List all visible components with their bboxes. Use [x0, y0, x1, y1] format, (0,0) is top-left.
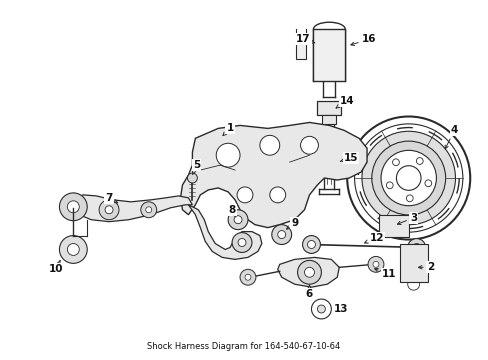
Circle shape: [228, 210, 247, 230]
Circle shape: [346, 117, 469, 239]
Bar: [399, 244, 427, 282]
Circle shape: [424, 180, 431, 186]
Circle shape: [380, 150, 435, 206]
Circle shape: [105, 206, 113, 214]
Circle shape: [372, 261, 378, 267]
Polygon shape: [71, 195, 192, 222]
Bar: [322, 114, 336, 125]
Circle shape: [234, 216, 242, 224]
Text: 4: 4: [444, 125, 457, 149]
Circle shape: [145, 207, 151, 213]
Circle shape: [240, 269, 255, 285]
Text: 14: 14: [335, 96, 354, 108]
Circle shape: [300, 136, 318, 154]
Circle shape: [367, 256, 383, 272]
Polygon shape: [277, 257, 339, 287]
Circle shape: [307, 240, 315, 248]
Text: 12: 12: [364, 233, 384, 243]
Circle shape: [60, 235, 87, 264]
Circle shape: [317, 305, 325, 313]
Circle shape: [412, 243, 420, 251]
Text: Shock Harness Diagram for 164-540-67-10-64: Shock Harness Diagram for 164-540-67-10-…: [147, 342, 340, 351]
Text: 16: 16: [350, 34, 375, 45]
Text: 1: 1: [223, 123, 233, 136]
Circle shape: [407, 239, 425, 256]
Text: 15: 15: [340, 153, 358, 163]
Circle shape: [406, 195, 412, 202]
Circle shape: [244, 274, 250, 280]
Text: 7: 7: [105, 193, 118, 203]
Text: 11: 11: [374, 268, 395, 279]
Circle shape: [269, 187, 285, 203]
Circle shape: [371, 141, 445, 215]
Bar: [295, 37, 305, 59]
Text: 10: 10: [49, 261, 63, 274]
Circle shape: [361, 131, 454, 225]
Text: 17: 17: [296, 34, 314, 44]
Bar: [313, 29, 345, 81]
Text: 9: 9: [286, 218, 298, 229]
Text: 13: 13: [333, 304, 348, 314]
Circle shape: [396, 166, 420, 190]
Circle shape: [277, 231, 285, 239]
Text: 2: 2: [418, 262, 433, 272]
Circle shape: [238, 239, 245, 247]
Circle shape: [271, 225, 291, 244]
Circle shape: [232, 233, 251, 252]
Circle shape: [60, 193, 87, 221]
Bar: [378, 215, 408, 237]
Text: 5: 5: [192, 160, 200, 174]
Bar: [317, 100, 341, 114]
Circle shape: [141, 202, 156, 218]
Circle shape: [297, 260, 321, 284]
Text: 8: 8: [228, 205, 235, 217]
Circle shape: [304, 267, 314, 277]
Circle shape: [237, 187, 252, 203]
Circle shape: [407, 278, 419, 290]
Circle shape: [311, 299, 331, 319]
Circle shape: [416, 158, 422, 165]
Circle shape: [99, 200, 119, 220]
Circle shape: [386, 182, 392, 189]
Circle shape: [392, 159, 399, 166]
Circle shape: [302, 235, 320, 253]
Polygon shape: [180, 122, 366, 228]
Circle shape: [67, 243, 79, 255]
Circle shape: [216, 143, 240, 167]
Polygon shape: [188, 205, 262, 260]
Circle shape: [259, 135, 279, 155]
Circle shape: [67, 201, 79, 213]
Text: 3: 3: [397, 213, 416, 225]
Text: 6: 6: [305, 285, 312, 299]
Circle shape: [187, 173, 197, 183]
